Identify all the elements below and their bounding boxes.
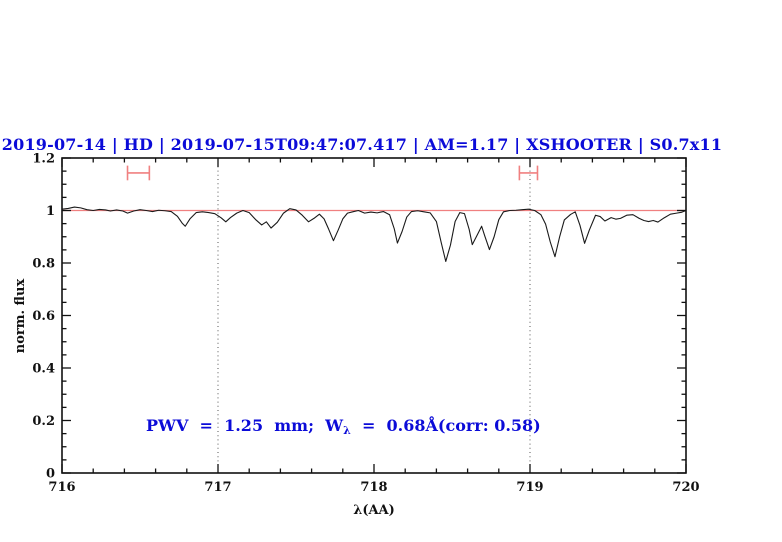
y-tick-label: 0.4 [32, 362, 55, 377]
y-tick-label: 0 [46, 467, 55, 482]
x-tick-label: 717 [204, 480, 231, 495]
y-tick-label: 1 [46, 204, 55, 219]
band-range-marker [126, 165, 151, 181]
x-tick-label: 720 [672, 480, 699, 495]
axes-frame-layer [61, 157, 687, 474]
spectrum-line [61, 206, 687, 262]
x-axis-label: λ(AA) [353, 503, 395, 518]
y-tick-label: 1.2 [32, 152, 55, 167]
y-axis-label: norm. flux [13, 279, 28, 354]
spectrum-data-layer [61, 165, 687, 262]
pwv-annotation-part1: PWV = 1.25 mm; W [146, 416, 344, 435]
tick-label-layer: 716 717 718 719 720 0 0.2 0.4 0.6 0.8 1 1.2 [32, 152, 699, 496]
pwv-annotation: PWV = 1.25 mm; Wλ = 0.68Å(corr: 0.58) [146, 414, 541, 437]
y-tick-label: 0.8 [32, 257, 55, 272]
x-tick-label: 716 [48, 480, 75, 495]
pwv-annotation-lambda-subscript: λ [343, 424, 351, 437]
x-tick-label: 719 [516, 480, 543, 495]
y-tick-label: 0.6 [32, 309, 55, 324]
plot-title: 2019-07-14 | HD | 2019-07-15T09:47:07.41… [2, 135, 722, 154]
pwv-annotation-part2: = 0.68Å(corr: 0.58) [351, 414, 541, 435]
y-tick-label: 0.2 [32, 414, 55, 429]
x-tick-label: 718 [360, 480, 387, 495]
band-range-marker [518, 165, 539, 181]
